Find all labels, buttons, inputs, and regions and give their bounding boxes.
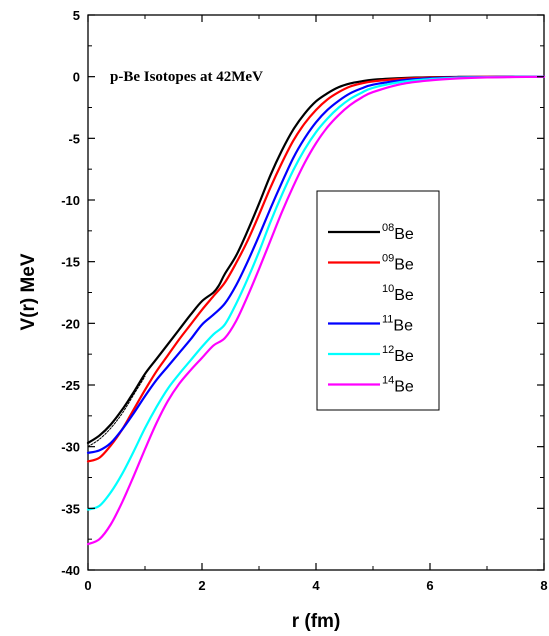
legend-element-symbol: Be: [394, 226, 414, 243]
legend-label-12-be: 12Be: [382, 344, 414, 365]
y-tick-label: -40: [61, 563, 80, 578]
legend-label-14-be: 14Be: [382, 375, 414, 396]
legend-label-10-be: 10Be: [382, 283, 414, 304]
y-tick-label: -25: [61, 378, 80, 393]
legend-mass-number: 09: [382, 253, 394, 265]
series-layer: [86, 75, 546, 546]
y-tick-label: -30: [61, 440, 80, 455]
x-tick-label: 8: [540, 578, 547, 593]
x-tick-label: 4: [312, 578, 320, 593]
y-tick-label: -10: [61, 193, 80, 208]
y-tick-label: 0: [73, 70, 80, 85]
series-line-14-be: [86, 75, 546, 546]
legend-element-symbol: Be: [393, 318, 413, 335]
x-tick-label: 2: [198, 578, 205, 593]
legend-mass-number: 08: [382, 222, 394, 234]
legend-element-symbol: Be: [394, 257, 414, 274]
x-axis-title: r (fm): [292, 611, 341, 632]
legend-mass-number: 12: [382, 344, 394, 356]
legend-label-08-be: 08Be: [382, 222, 414, 243]
legend-element-symbol: Be: [394, 287, 414, 304]
y-axis-title: V(r) MeV: [18, 253, 39, 330]
y-tick-label: -5: [68, 131, 80, 146]
x-tick-label: 6: [426, 578, 433, 593]
series-line-10-be: [87, 375, 146, 448]
legend-mass-number: 10: [382, 283, 394, 295]
legend-box: [316, 190, 440, 411]
y-tick-label: -35: [61, 501, 80, 516]
legend-mass-number: 14: [382, 375, 394, 387]
legend-mass-number: 11: [382, 314, 393, 326]
y-tick-label: 5: [73, 8, 80, 23]
plot-frame: [87, 14, 545, 571]
series-line-11-be: [86, 75, 546, 454]
legend-element-symbol: Be: [394, 348, 414, 365]
series-line-12-be: [86, 75, 546, 511]
ticks-layer: 0 2 4 6 8 5 0 -5 -10 -15 -20 -25 -30 -35 -40: [61, 8, 547, 593]
x-tick-label: 0: [84, 578, 91, 593]
legend-label-11-be: 11Be: [382, 314, 413, 335]
y-tick-label: -20: [61, 316, 80, 331]
legend-label-09-be: 09Be: [382, 253, 414, 274]
series-line-09-be: [86, 75, 546, 463]
chart-annotation: p-Be Isotopes at 42MeV: [110, 69, 263, 85]
y-tick-label: -15: [61, 255, 80, 270]
legend-element-symbol: Be: [394, 379, 414, 396]
